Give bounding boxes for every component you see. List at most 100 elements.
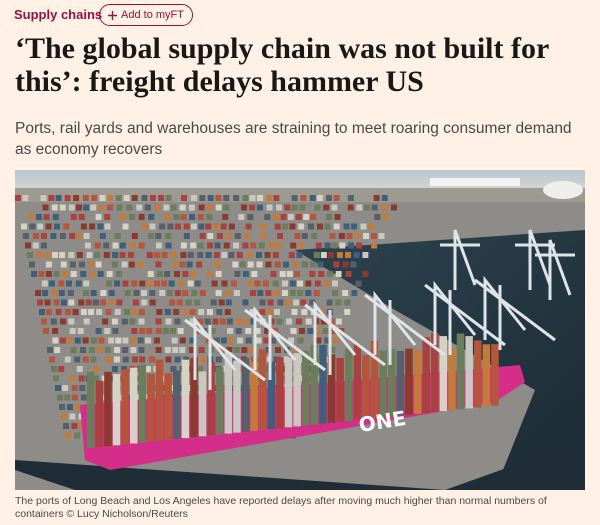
container [149, 290, 156, 296]
container [137, 337, 144, 344]
container [242, 242, 249, 249]
container [140, 290, 147, 296]
crane [440, 229, 480, 290]
container [98, 204, 105, 211]
headline: ‘The global supply chain was not built f… [15, 32, 549, 98]
container [29, 223, 36, 230]
container [179, 204, 186, 211]
container [74, 404, 81, 410]
container [72, 309, 79, 315]
container [248, 347, 255, 353]
container [291, 309, 298, 315]
container [96, 309, 103, 315]
container-stack [216, 367, 224, 435]
container [99, 195, 106, 201]
container [265, 290, 272, 296]
container [320, 252, 327, 258]
container [82, 356, 89, 363]
topic-tag[interactable]: Supply chains [14, 7, 103, 22]
container [214, 242, 221, 249]
add-to-myft-button[interactable]: Add to myFT [99, 4, 193, 26]
container [220, 337, 227, 344]
container [259, 233, 266, 239]
container-stack [181, 359, 190, 439]
container [138, 318, 145, 325]
container [323, 280, 330, 287]
container [298, 328, 305, 334]
container [36, 214, 43, 220]
container-stack [207, 362, 215, 436]
container [344, 309, 351, 315]
container [324, 223, 331, 230]
container [241, 347, 248, 353]
container [297, 337, 304, 344]
container [288, 252, 295, 258]
container-stack [293, 353, 301, 427]
container [233, 347, 240, 353]
container [121, 261, 128, 268]
container [350, 261, 357, 268]
container [50, 318, 57, 325]
container [100, 299, 107, 306]
container [263, 366, 270, 372]
container [309, 195, 316, 201]
container-stack [336, 357, 344, 422]
container [159, 290, 166, 296]
container [66, 404, 73, 410]
container [260, 223, 267, 230]
container [183, 356, 190, 363]
container [362, 252, 369, 258]
container [190, 223, 197, 230]
container [111, 318, 118, 325]
container [153, 337, 160, 344]
container [104, 328, 111, 334]
container [282, 261, 289, 268]
crane [304, 300, 386, 375]
container [295, 214, 302, 220]
container [65, 432, 71, 439]
crane [184, 315, 266, 390]
container [133, 290, 140, 296]
container [111, 261, 118, 268]
container [268, 318, 275, 325]
container [326, 299, 333, 306]
container [174, 223, 181, 230]
container [257, 195, 264, 201]
container [173, 271, 180, 277]
container [43, 214, 50, 220]
container [106, 204, 113, 211]
container [138, 214, 145, 220]
container [363, 233, 370, 239]
container [80, 394, 87, 401]
container [182, 271, 189, 277]
container [138, 242, 145, 249]
container [114, 347, 121, 353]
container [313, 290, 320, 296]
container [301, 261, 308, 268]
container [265, 261, 272, 268]
container [215, 195, 222, 201]
container [249, 309, 256, 315]
container [153, 280, 160, 287]
container [105, 309, 112, 315]
container [97, 347, 104, 353]
container [221, 280, 228, 287]
container [131, 328, 138, 334]
container [190, 242, 197, 249]
container [93, 375, 100, 382]
container-stack [224, 352, 233, 434]
container [97, 271, 104, 277]
container [121, 318, 128, 325]
container-stack [121, 369, 129, 445]
container [296, 252, 303, 258]
container [189, 318, 196, 325]
container [273, 290, 280, 296]
container [286, 271, 293, 277]
container [53, 271, 60, 277]
container [88, 261, 95, 268]
container-stack [491, 344, 499, 406]
container [106, 271, 113, 277]
container [232, 242, 239, 249]
container [206, 309, 213, 315]
container [69, 413, 76, 420]
